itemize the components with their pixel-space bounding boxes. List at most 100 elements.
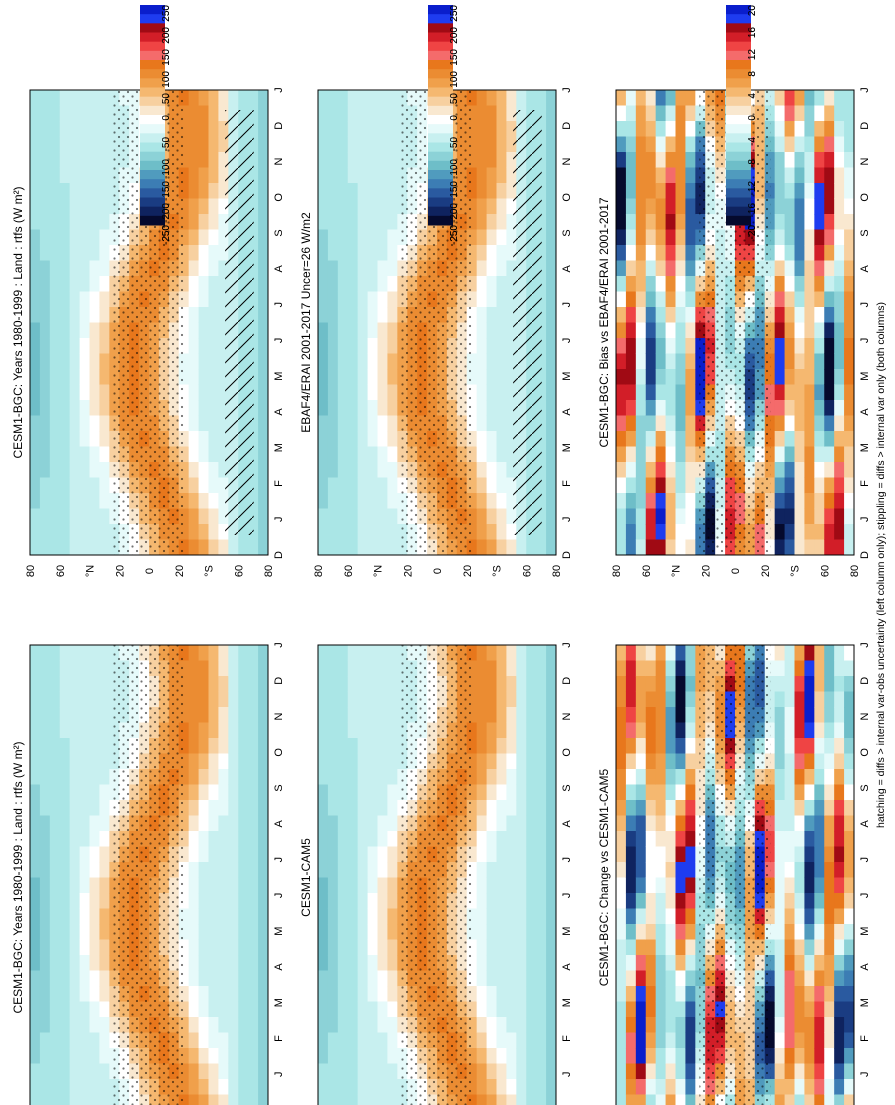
heatmap-cell bbox=[814, 1063, 825, 1080]
heatmap-cell bbox=[188, 831, 200, 847]
heatmap-cell bbox=[685, 198, 696, 215]
heatmap-cell bbox=[834, 738, 845, 754]
heatmap-cell bbox=[794, 970, 805, 987]
heatmap-cell bbox=[784, 90, 795, 106]
heatmap-cell bbox=[208, 446, 219, 463]
heatmap-cell bbox=[794, 121, 805, 137]
heatmap-cell bbox=[655, 369, 667, 385]
heatmap-cell bbox=[526, 862, 537, 878]
colorbar-label: -50 bbox=[449, 137, 460, 152]
heatmap-cell bbox=[506, 660, 517, 677]
heatmap-cell bbox=[794, 955, 805, 971]
heatmap-cell bbox=[89, 1001, 100, 1018]
heatmap-cell bbox=[784, 384, 795, 401]
heatmap-cell bbox=[516, 1017, 527, 1033]
heatmap-cell bbox=[377, 477, 388, 494]
heatmap-cell bbox=[59, 431, 71, 447]
heatmap-cell bbox=[198, 1063, 209, 1080]
heatmap-cell bbox=[675, 660, 686, 677]
heatmap-cell bbox=[198, 707, 209, 723]
heatmap-cell bbox=[844, 152, 855, 168]
heatmap-cell bbox=[506, 322, 517, 339]
heatmap-cell bbox=[357, 245, 369, 261]
heatmap-cell bbox=[327, 105, 339, 122]
heatmap-cell bbox=[49, 815, 61, 832]
heatmap-cell bbox=[665, 1017, 676, 1033]
heatmap-cell bbox=[337, 524, 349, 540]
colorbar-label: 16 bbox=[747, 27, 758, 39]
heatmap-cell bbox=[357, 846, 369, 863]
heatmap-cell bbox=[188, 893, 200, 909]
heatmap-cell bbox=[99, 955, 110, 971]
heatmap-cell bbox=[357, 183, 369, 199]
month-tick-label: A bbox=[561, 820, 573, 828]
heatmap-cell bbox=[824, 322, 835, 339]
heatmap-cell bbox=[318, 214, 329, 230]
heatmap-cell bbox=[794, 446, 805, 463]
heatmap-cell bbox=[377, 691, 388, 708]
heatmap-cell bbox=[814, 707, 825, 723]
heatmap-cell bbox=[645, 1063, 657, 1080]
colorbar-swatch bbox=[428, 160, 453, 171]
colorbar-label: -4 bbox=[747, 137, 758, 146]
heatmap-cell bbox=[844, 800, 855, 816]
heatmap-cell bbox=[476, 477, 488, 494]
heatmap-cell bbox=[258, 769, 269, 785]
heatmap-cell bbox=[794, 1079, 805, 1095]
heatmap-cell bbox=[844, 815, 855, 832]
heatmap-cell bbox=[218, 260, 229, 277]
heatmap-cell bbox=[675, 831, 686, 847]
heatmap-cell bbox=[496, 90, 507, 106]
month-tick-label: M bbox=[561, 443, 573, 452]
heatmap-cell bbox=[645, 136, 657, 153]
heatmap-cell bbox=[258, 400, 269, 416]
heatmap-cell bbox=[59, 369, 71, 385]
heatmap-cell bbox=[784, 477, 795, 494]
heatmap-cell bbox=[89, 524, 100, 540]
heatmap-cell bbox=[258, 369, 269, 385]
heatmap-cell bbox=[377, 229, 388, 246]
lat-tick-label: 80 bbox=[263, 565, 275, 577]
heatmap-cell bbox=[814, 369, 825, 385]
colorbar-label: -100 bbox=[161, 159, 172, 179]
heatmap-cell bbox=[79, 260, 90, 277]
heatmap-cell bbox=[69, 738, 81, 754]
heatmap-cell bbox=[228, 1063, 239, 1080]
heatmap-cell bbox=[79, 769, 90, 785]
heatmap-cell bbox=[774, 322, 786, 339]
month-tick-label: D bbox=[273, 551, 285, 559]
heatmap-cell bbox=[258, 431, 269, 447]
heatmap-cell bbox=[675, 415, 686, 432]
heatmap-cell bbox=[59, 183, 71, 199]
heatmap-cell bbox=[486, 862, 497, 878]
heatmap-cell bbox=[506, 1079, 517, 1095]
heatmap-cell bbox=[208, 198, 219, 215]
heatmap-cell bbox=[476, 955, 488, 971]
heatmap-cell bbox=[387, 90, 398, 106]
heatmap-cell bbox=[39, 446, 51, 463]
heatmap-cell bbox=[625, 784, 637, 801]
heatmap-cell bbox=[99, 121, 110, 137]
heatmap-cell bbox=[208, 121, 219, 137]
heatmap-cell bbox=[834, 90, 845, 106]
heatmap-cell bbox=[337, 955, 349, 971]
heatmap-cell bbox=[327, 121, 339, 137]
heatmap-cell bbox=[506, 769, 517, 785]
month-tick-label: J bbox=[273, 516, 285, 522]
heatmap-cell bbox=[347, 815, 359, 832]
heatmap-cell bbox=[784, 524, 795, 540]
heatmap-cell bbox=[99, 924, 110, 940]
heatmap-cell bbox=[784, 214, 795, 230]
heatmap-cell bbox=[30, 676, 41, 692]
heatmap-cell bbox=[794, 738, 805, 754]
heatmap-cell bbox=[337, 183, 349, 199]
heatmap-cell bbox=[774, 245, 786, 261]
heatmap-cell bbox=[675, 245, 686, 261]
heatmap-cell bbox=[685, 229, 696, 246]
heatmap-cell bbox=[496, 229, 507, 246]
heatmap-cell bbox=[69, 722, 81, 739]
heatmap-cell bbox=[327, 198, 339, 215]
heatmap-cell bbox=[337, 939, 349, 956]
heatmap-cell bbox=[824, 493, 835, 509]
heatmap-cell bbox=[337, 1048, 349, 1064]
